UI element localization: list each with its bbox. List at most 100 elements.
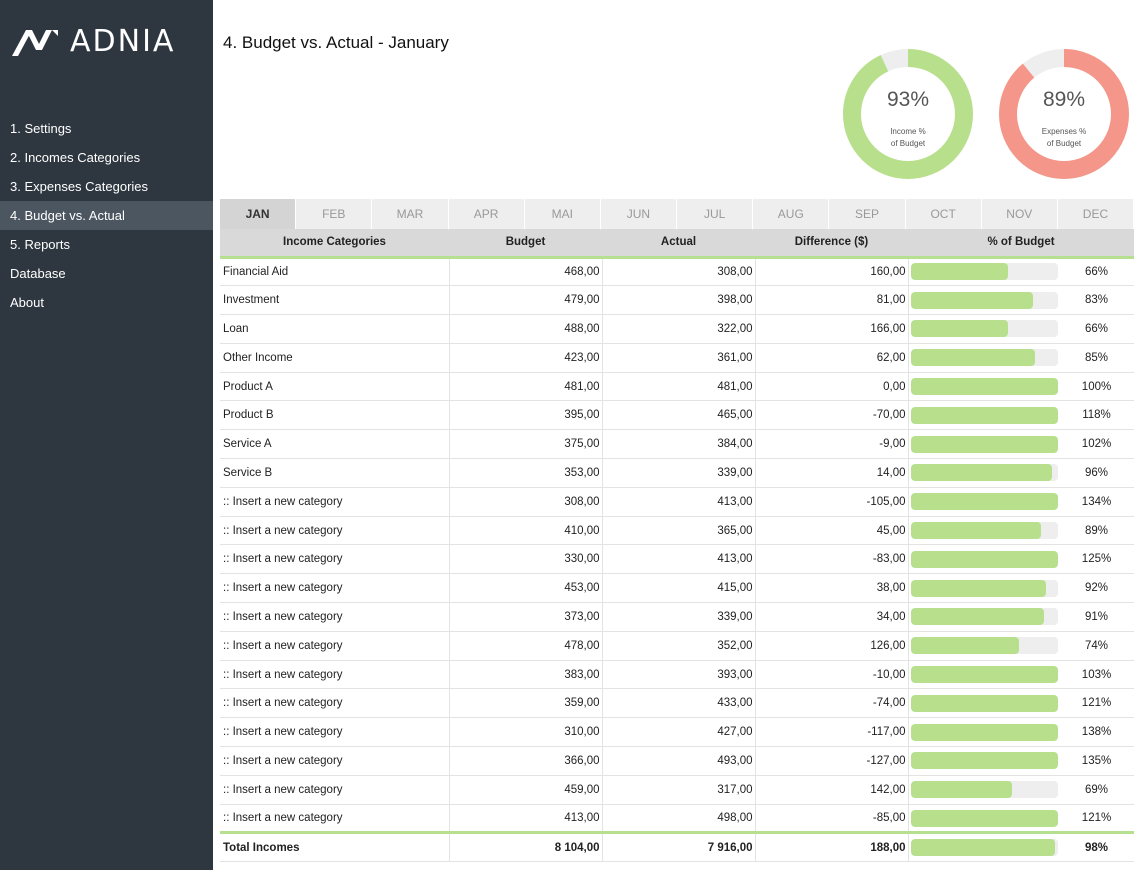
difference-cell[interactable]: 0,00 [755, 372, 909, 402]
budget-cell[interactable]: 310,00 [449, 717, 603, 748]
budget-cell[interactable]: 366,00 [449, 746, 603, 776]
category-cell[interactable]: Product B [220, 400, 450, 431]
tab-dec[interactable]: DEC [1057, 199, 1135, 229]
difference-cell[interactable]: 38,00 [755, 573, 909, 604]
category-cell[interactable]: Loan [220, 314, 450, 344]
category-cell[interactable]: :: Insert a new category [220, 660, 450, 690]
actual-cell[interactable]: 365,00 [602, 516, 756, 546]
actual-cell[interactable]: 413,00 [602, 544, 756, 575]
actual-cell[interactable]: 427,00 [602, 717, 756, 748]
difference-cell[interactable]: -10,00 [755, 660, 909, 690]
difference-cell[interactable]: -127,00 [755, 746, 909, 776]
category-cell[interactable]: :: Insert a new category [220, 573, 450, 604]
budget-cell[interactable]: 330,00 [449, 544, 603, 575]
actual-cell[interactable]: 322,00 [602, 314, 756, 344]
category-cell[interactable]: :: Insert a new category [220, 775, 450, 805]
tab-nov[interactable]: NOV [981, 199, 1058, 229]
actual-cell[interactable]: 481,00 [602, 372, 756, 402]
sidebar-item-5[interactable]: Database [10, 266, 66, 281]
actual-cell[interactable]: 493,00 [602, 746, 756, 776]
actual-cell[interactable]: 498,00 [602, 804, 756, 834]
difference-cell[interactable]: 166,00 [755, 314, 909, 344]
budget-cell[interactable]: 459,00 [449, 775, 603, 805]
tab-jan[interactable]: JAN [220, 199, 297, 229]
budget-cell[interactable]: 479,00 [449, 285, 603, 316]
actual-cell[interactable]: 465,00 [602, 400, 756, 431]
tab-jun[interactable]: JUN [600, 199, 678, 229]
actual-cell[interactable]: 393,00 [602, 660, 756, 690]
difference-cell[interactable]: -83,00 [755, 544, 909, 575]
category-cell[interactable]: :: Insert a new category [220, 717, 450, 748]
category-cell[interactable]: Product A [220, 372, 450, 402]
budget-cell[interactable]: 468,00 [449, 257, 603, 287]
actual-cell[interactable]: 317,00 [602, 775, 756, 805]
category-cell[interactable]: :: Insert a new category [220, 746, 450, 776]
difference-cell[interactable]: 81,00 [755, 285, 909, 316]
category-cell[interactable]: Financial Aid [220, 257, 450, 287]
budget-cell[interactable]: 395,00 [449, 400, 603, 431]
tab-sep[interactable]: SEP [829, 199, 906, 229]
difference-cell[interactable]: 62,00 [755, 343, 909, 373]
category-cell[interactable]: Service A [220, 429, 450, 460]
budget-cell[interactable]: 308,00 [449, 487, 603, 517]
tab-apr[interactable]: APR [448, 199, 525, 229]
actual-cell[interactable]: 339,00 [602, 602, 756, 632]
sidebar-item-3[interactable]: 4. Budget vs. Actual [0, 201, 213, 230]
budget-cell[interactable]: 423,00 [449, 343, 603, 373]
difference-cell[interactable]: -105,00 [755, 487, 909, 517]
budget-cell[interactable]: 481,00 [449, 372, 603, 402]
category-cell[interactable]: :: Insert a new category [220, 544, 450, 575]
sidebar-item-0[interactable]: 1. Settings [10, 121, 72, 136]
difference-cell[interactable]: 45,00 [755, 516, 909, 546]
sidebar-item-2[interactable]: 3. Expenses Categories [10, 179, 149, 194]
difference-cell[interactable]: -70,00 [755, 400, 909, 431]
tab-mar[interactable]: MAR [372, 199, 449, 229]
actual-cell[interactable]: 384,00 [602, 429, 756, 460]
tab-oct[interactable]: OCT [905, 199, 982, 229]
sidebar-item-1[interactable]: 2. Incomes Categories [10, 150, 141, 165]
tab-mai[interactable]: MAI [524, 199, 601, 229]
difference-cell[interactable]: 126,00 [755, 631, 909, 661]
actual-cell[interactable]: 308,00 [602, 257, 756, 287]
actual-cell[interactable]: 413,00 [602, 487, 756, 517]
category-cell[interactable]: Service B [220, 458, 450, 488]
actual-cell[interactable]: 415,00 [602, 573, 756, 604]
actual-cell[interactable]: 433,00 [602, 688, 756, 719]
difference-cell[interactable]: 34,00 [755, 602, 909, 632]
difference-cell[interactable]: -85,00 [755, 804, 909, 834]
tab-jul[interactable]: JUL [677, 199, 754, 229]
tab-aug[interactable]: AUG [753, 199, 830, 229]
category-cell[interactable]: :: Insert a new category [220, 487, 450, 517]
difference-cell[interactable]: 160,00 [755, 257, 909, 287]
category-cell[interactable]: :: Insert a new category [220, 804, 450, 834]
category-cell[interactable]: :: Insert a new category [220, 688, 450, 719]
budget-cell[interactable]: 353,00 [449, 458, 603, 488]
budget-cell[interactable]: 383,00 [449, 660, 603, 690]
logo[interactable]: ADNIA [12, 22, 175, 60]
category-cell[interactable]: :: Insert a new category [220, 602, 450, 632]
budget-cell[interactable]: 359,00 [449, 688, 603, 719]
difference-cell[interactable]: -74,00 [755, 688, 909, 719]
tab-feb[interactable]: FEB [296, 199, 373, 229]
difference-cell[interactable]: 142,00 [755, 775, 909, 805]
sidebar-item-6[interactable]: About [10, 295, 44, 310]
difference-cell[interactable]: 14,00 [755, 458, 909, 488]
budget-cell[interactable]: 413,00 [449, 804, 603, 834]
category-cell[interactable]: Other Income [220, 343, 450, 373]
actual-cell[interactable]: 398,00 [602, 285, 756, 316]
difference-cell[interactable]: -117,00 [755, 717, 909, 748]
budget-cell[interactable]: 375,00 [449, 429, 603, 460]
budget-cell[interactable]: 410,00 [449, 516, 603, 546]
difference-cell[interactable]: -9,00 [755, 429, 909, 460]
budget-cell[interactable]: 488,00 [449, 314, 603, 344]
actual-cell[interactable]: 352,00 [602, 631, 756, 661]
category-cell[interactable]: :: Insert a new category [220, 631, 450, 661]
category-cell[interactable]: Investment [220, 285, 450, 316]
sidebar-item-4[interactable]: 5. Reports [10, 237, 70, 252]
budget-cell[interactable]: 478,00 [449, 631, 603, 661]
budget-cell[interactable]: 373,00 [449, 602, 603, 632]
actual-cell[interactable]: 339,00 [602, 458, 756, 488]
actual-cell[interactable]: 361,00 [602, 343, 756, 373]
budget-cell[interactable]: 453,00 [449, 573, 603, 604]
category-cell[interactable]: :: Insert a new category [220, 516, 450, 546]
